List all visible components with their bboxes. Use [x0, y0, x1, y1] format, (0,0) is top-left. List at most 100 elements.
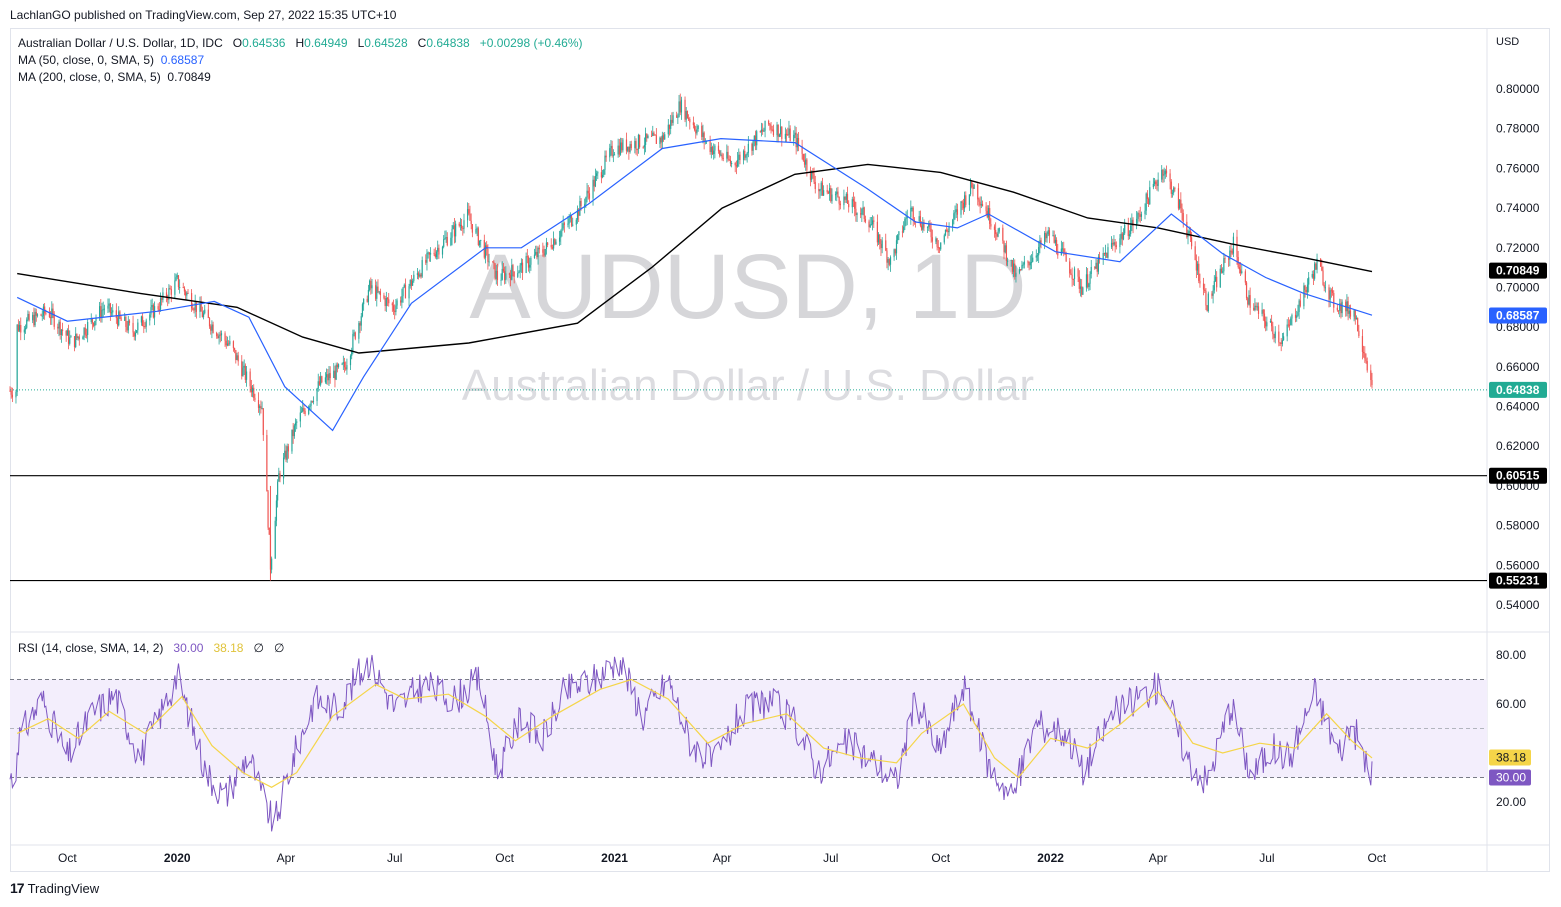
change-value: +0.00298 (+0.46%)	[479, 36, 583, 50]
candle-body	[363, 298, 365, 305]
candle-body	[843, 196, 845, 206]
candle-body	[551, 247, 554, 249]
candle-body	[1095, 262, 1097, 269]
candle-body	[1011, 259, 1013, 272]
candle-body	[73, 336, 76, 348]
price-axis-tick: 0.66000	[1496, 360, 1540, 374]
candle-body	[793, 134, 795, 141]
candle-body	[1136, 218, 1138, 226]
candle-body	[893, 249, 895, 258]
candle-body	[413, 274, 415, 281]
candle-body	[993, 226, 996, 230]
candle-body	[919, 216, 921, 226]
candle-body	[963, 195, 966, 209]
candle-body	[643, 144, 646, 148]
candle-body	[334, 370, 336, 380]
symbol-title[interactable]: Australian Dollar / U.S. Dollar, 1D, IDC	[18, 36, 223, 50]
candle-body	[1069, 261, 1071, 274]
candle-body	[379, 291, 381, 296]
candle-body	[394, 310, 396, 313]
candle-body	[856, 213, 858, 215]
candle-body	[327, 374, 329, 381]
candle-body	[569, 216, 571, 219]
candle-body	[343, 362, 346, 368]
candle-body	[500, 279, 502, 281]
candle-body	[32, 314, 34, 321]
candle-body	[225, 340, 227, 346]
ma200-label[interactable]: MA (200, close, 0, SMA, 5)	[18, 70, 161, 84]
low-label: L	[357, 36, 365, 50]
price-axis-tick: 0.58000	[1496, 519, 1540, 533]
candle-body	[143, 325, 145, 327]
candle-body	[655, 135, 657, 144]
candle-body	[1003, 240, 1005, 253]
candle-body	[795, 132, 797, 148]
candle-body	[471, 224, 473, 233]
candle-body	[659, 137, 661, 144]
ma50-label[interactable]: MA (50, close, 0, SMA, 5)	[18, 53, 155, 67]
candle-body	[1130, 225, 1132, 235]
candle-body	[1082, 287, 1084, 295]
time-axis-tick: Oct	[1367, 851, 1386, 865]
candle-body	[759, 131, 761, 133]
candle-body	[721, 154, 723, 158]
candle-body	[35, 311, 37, 316]
candle-body	[409, 279, 411, 287]
candle-body	[211, 324, 213, 331]
candle-body	[202, 313, 205, 318]
candle-body	[237, 355, 239, 362]
candle-body	[728, 159, 730, 161]
candle-body	[956, 209, 959, 215]
candle-body	[234, 348, 236, 351]
price-axis-tick: 0.80000	[1496, 82, 1540, 96]
candle-body	[592, 179, 594, 199]
candle-body	[646, 133, 648, 138]
rsi-axis-tick: 20.00	[1496, 795, 1526, 809]
candle-body	[438, 247, 440, 255]
candle-body	[1157, 179, 1159, 186]
candle-body	[1281, 340, 1283, 344]
candle-body	[118, 311, 120, 326]
candle-body	[167, 297, 169, 300]
candle-body	[1055, 239, 1058, 252]
candle-body	[452, 225, 454, 229]
candle-body	[827, 192, 829, 194]
candle-body	[326, 374, 328, 378]
candle-body	[91, 318, 94, 323]
candle-body	[1088, 283, 1090, 287]
candle-body	[310, 401, 312, 406]
candle-body	[1244, 271, 1246, 283]
candle-body	[101, 309, 103, 318]
candle-body	[271, 558, 273, 570]
candle-body	[262, 408, 264, 436]
candle-body	[1303, 285, 1305, 307]
candle-body	[972, 187, 974, 189]
candle-body	[200, 303, 202, 312]
tradingview-brand[interactable]: 17 TradingView	[10, 880, 99, 896]
candle-body	[1254, 305, 1256, 311]
candle-body	[719, 150, 721, 156]
close-label: C	[417, 36, 427, 50]
price-axis-tick: 0.56000	[1496, 558, 1540, 572]
candle-body	[425, 260, 427, 263]
candle-body	[642, 147, 644, 149]
candle-body	[102, 309, 104, 311]
candle-body	[905, 218, 907, 220]
candle-body	[913, 219, 916, 222]
candle-body	[998, 227, 1000, 232]
candle-body	[282, 457, 285, 479]
rsi-label[interactable]: RSI (14, close, SMA, 14, 2)	[18, 641, 164, 655]
candle-body	[947, 230, 949, 233]
candle-body	[1314, 263, 1316, 279]
candle-body	[1162, 169, 1164, 176]
candle-body	[1255, 305, 1257, 307]
candle-body	[103, 308, 105, 310]
candle-body	[1103, 253, 1105, 255]
candle-body	[266, 435, 268, 492]
candle-body	[1018, 269, 1021, 273]
candle-body	[862, 207, 864, 210]
candle-body	[1297, 311, 1299, 316]
candle-body	[346, 365, 348, 370]
candle-body	[605, 155, 607, 158]
